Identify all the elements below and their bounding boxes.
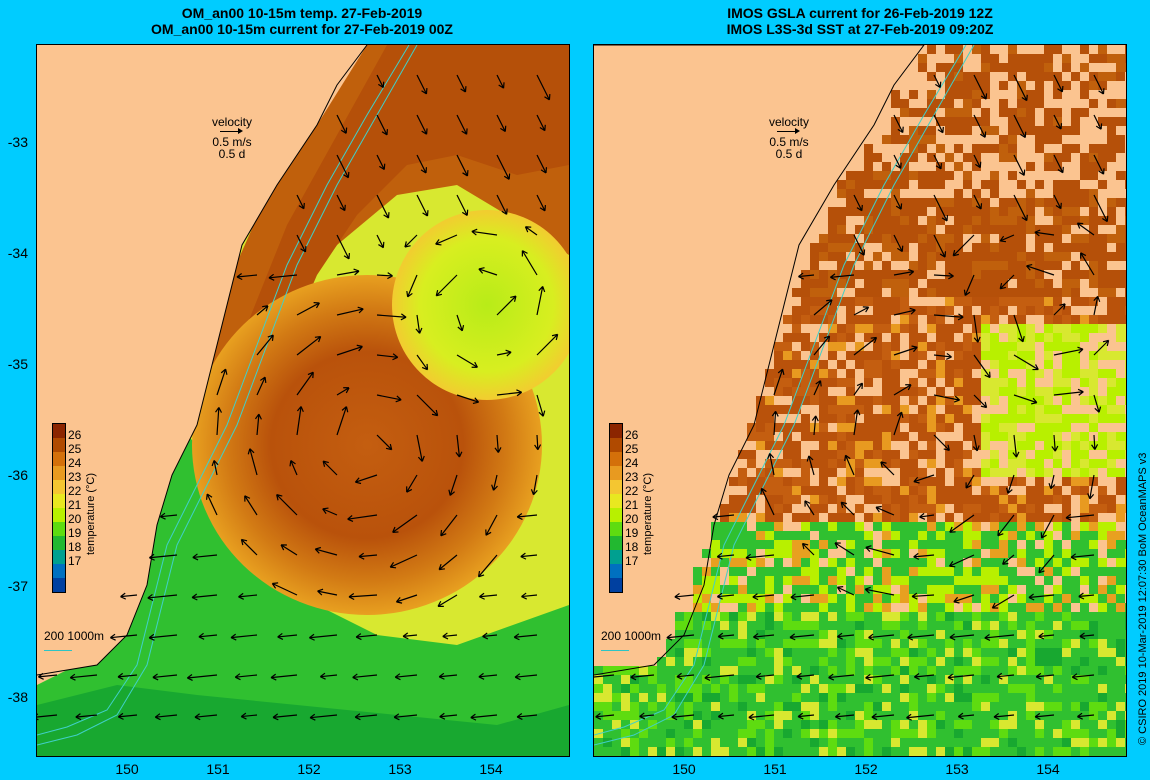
colorbar-swatch <box>53 480 65 494</box>
x-tick-label: 154 <box>479 761 503 777</box>
velocity-legend-duration: 0.5 d <box>775 147 803 161</box>
isobath-legend-right: 200 1000m <box>601 629 661 657</box>
colorbar-swatch <box>53 494 65 508</box>
velocity-legend-title: velocity <box>211 115 252 129</box>
colorbar-tick: 23 <box>625 470 639 484</box>
x-tick-label: 150 <box>672 761 696 777</box>
colorbar-swatch <box>610 564 622 578</box>
model-temperature-map[interactable] <box>36 44 570 757</box>
colorbar-swatch <box>610 452 622 466</box>
velocity-legend-speed: 0.5 m/s <box>769 135 809 149</box>
isobath-legend-text: 200 1000m <box>44 629 105 643</box>
temperature-colorbar-right <box>609 423 623 593</box>
x-tick-label: 151 <box>763 761 787 777</box>
x-tick-label: 151 <box>206 761 230 777</box>
isobath-legend-text: 200 1000m <box>601 629 662 643</box>
y-tick-label: -37 <box>7 578 28 594</box>
model-map-svg <box>37 45 569 756</box>
x-tick-label: 150 <box>115 761 139 777</box>
colorbar-swatch <box>53 452 65 466</box>
colorbar-tick: 25 <box>625 442 639 456</box>
velocity-legend-duration: 0.5 d <box>218 147 246 161</box>
velocity-legend-right: velocity 0.5 m/s 0.5 d <box>759 116 819 160</box>
velocity-legend-speed: 0.5 m/s <box>212 135 252 149</box>
colorbar-tick: 22 <box>625 484 639 498</box>
velocity-legend-title: velocity <box>768 115 809 129</box>
left-title-line1: OM_an00 10-15m temp. 27-Feb-2019 <box>181 5 423 21</box>
colorbar-swatch <box>610 536 622 550</box>
satellite-map-svg <box>594 45 1126 756</box>
x-tick-label: 152 <box>297 761 321 777</box>
x-tick-label: 153 <box>945 761 969 777</box>
credit-text: © CSIRO 2019 10-Mar-2019 12:07:30 BoM Oc… <box>1137 452 1149 745</box>
left-title-line2: OM_an00 10-15m current for 27-Feb-2019 0… <box>151 21 453 37</box>
colorbar-swatch <box>53 578 65 592</box>
right-title-line2: IMOS L3S-3d SST at 27-Feb-2019 09:20Z <box>726 21 994 37</box>
colorbar-swatch <box>53 466 65 480</box>
colorbar-swatch <box>53 438 65 452</box>
colorbar-swatch <box>610 438 622 452</box>
colorbar-ticks-left: 26 25 24 23 22 21 20 19 18 17 <box>68 428 81 568</box>
colorbar-tick: 18 <box>68 540 82 554</box>
satellite-sst-map[interactable] <box>593 44 1127 757</box>
colorbar-tick: 26 <box>68 428 82 442</box>
colorbar-tick: 21 <box>625 498 639 512</box>
x-tick-label: 154 <box>1036 761 1060 777</box>
colorbar-tick: 24 <box>68 456 82 470</box>
isobath-legend-left: 200 1000m <box>44 629 104 657</box>
colorbar-tick: 25 <box>68 442 82 456</box>
colorbar-tick: 23 <box>68 470 82 484</box>
colorbar-swatch <box>610 508 622 522</box>
velocity-scale-arrow-icon <box>202 128 262 136</box>
colorbar-ticks-right: 26 25 24 23 22 21 20 19 18 17 <box>625 428 638 568</box>
colorbar-swatch <box>53 522 65 536</box>
colorbar-swatch <box>610 466 622 480</box>
colorbar-tick: 24 <box>625 456 639 470</box>
colorbar-label-right: temperature (°C) <box>642 472 654 555</box>
x-tick-label: 152 <box>854 761 878 777</box>
colorbar-swatch <box>53 550 65 564</box>
colorbar-tick: 20 <box>625 512 639 526</box>
velocity-scale-arrow-icon <box>759 128 819 136</box>
colorbar-swatch <box>53 536 65 550</box>
colorbar-tick: 18 <box>625 540 639 554</box>
colorbar-tick: 19 <box>625 526 639 540</box>
colorbar-swatch <box>610 424 622 438</box>
colorbar-label-left: temperature (°C) <box>85 472 97 555</box>
isobath-line-icon <box>44 650 72 652</box>
colorbar-swatch <box>610 480 622 494</box>
colorbar-tick: 17 <box>625 554 639 568</box>
colorbar-tick: 21 <box>68 498 82 512</box>
colorbar-swatch <box>610 522 622 536</box>
colorbar-tick: 19 <box>68 526 82 540</box>
y-tick-label: -36 <box>7 467 28 483</box>
colorbar-tick: 20 <box>68 512 82 526</box>
colorbar-swatch <box>53 424 65 438</box>
isobath-line-icon <box>601 650 629 652</box>
velocity-legend-left: velocity 0.5 m/s 0.5 d <box>202 116 262 160</box>
colorbar-swatch <box>53 508 65 522</box>
y-tick-label: -34 <box>7 245 28 261</box>
y-tick-label: -38 <box>7 689 28 705</box>
colorbar-swatch <box>610 494 622 508</box>
colorbar-swatch <box>610 550 622 564</box>
x-tick-label: 153 <box>388 761 412 777</box>
colorbar-swatch <box>610 578 622 592</box>
right-title: IMOS GSLA current for 26-Feb-2019 12Z IM… <box>590 5 1130 37</box>
colorbar-tick: 22 <box>68 484 82 498</box>
colorbar-swatch <box>53 564 65 578</box>
y-tick-label: -35 <box>7 356 28 372</box>
colorbar-tick: 17 <box>68 554 82 568</box>
colorbar-tick: 26 <box>625 428 639 442</box>
temperature-colorbar-left <box>52 423 66 593</box>
left-title: OM_an00 10-15m temp. 27-Feb-2019 OM_an00… <box>32 5 572 37</box>
right-title-line1: IMOS GSLA current for 26-Feb-2019 12Z <box>727 5 993 21</box>
y-tick-label: -33 <box>7 134 28 150</box>
